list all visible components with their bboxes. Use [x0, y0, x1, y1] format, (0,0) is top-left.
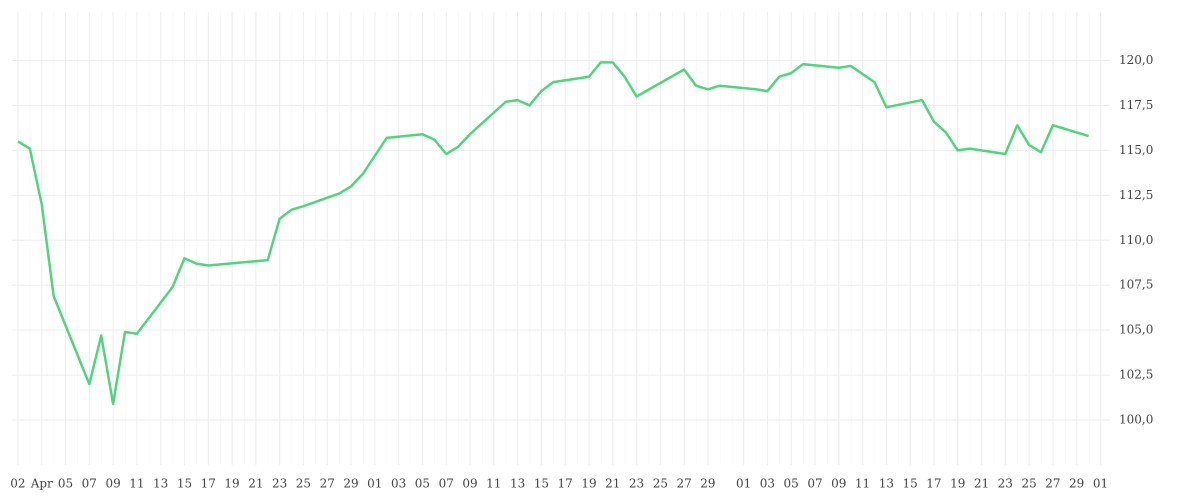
y-tick-label: 100,0: [1119, 413, 1153, 427]
x-tick-label: 21: [605, 477, 620, 491]
x-tick-label: 29: [343, 477, 358, 491]
y-tick-label: 107,5: [1119, 278, 1153, 292]
x-tick-label: 05: [784, 477, 799, 491]
x-tick-label: 11: [486, 477, 501, 491]
x-tick-label: 02: [10, 477, 25, 491]
x-tick-label: 21: [248, 477, 263, 491]
x-tick-label: 21: [974, 477, 989, 491]
y-tick-label: 120,0: [1119, 53, 1153, 67]
x-tick-label: 05: [58, 477, 73, 491]
x-tick-label: 19: [950, 477, 965, 491]
price-line: [17, 61, 1089, 406]
x-tick-label: 07: [807, 477, 822, 491]
x-tick-label: 17: [558, 477, 573, 491]
x-tick-label: 09: [831, 477, 846, 491]
x-tick-label: 25: [1021, 477, 1036, 491]
x-tick-label: 27: [320, 477, 335, 491]
x-tick-label: Apr: [30, 477, 53, 491]
x-tick-label: 13: [510, 477, 525, 491]
x-tick-label: 25: [296, 477, 311, 491]
x-tick-label: 11: [855, 477, 870, 491]
x-tick-label: 19: [224, 477, 239, 491]
y-tick-label: 117,5: [1119, 98, 1153, 112]
x-tick-label: 09: [105, 477, 120, 491]
x-tick-label: 05: [415, 477, 430, 491]
y-tick-label: 102,5: [1119, 368, 1153, 382]
x-tick-label: 03: [760, 477, 775, 491]
x-tick-label: 09: [462, 477, 477, 491]
y-tick-label: 112,5: [1119, 188, 1153, 202]
x-tick-label: 17: [201, 477, 216, 491]
x-tick-label: 01: [736, 477, 751, 491]
x-tick-label: 07: [439, 477, 454, 491]
x-tick-label: 01: [367, 477, 382, 491]
x-tick-label: 23: [998, 477, 1013, 491]
x-tick-label: 13: [153, 477, 168, 491]
x-tick-label: 15: [534, 477, 549, 491]
x-tick-label: 01: [1093, 477, 1108, 491]
x-tick-label: 03: [391, 477, 406, 491]
x-tick-label: 27: [676, 477, 691, 491]
x-tick-label: 17: [926, 477, 941, 491]
y-tick-label: 105,0: [1119, 323, 1153, 337]
x-tick-label: 29: [1069, 477, 1084, 491]
x-tick-label: 27: [1045, 477, 1060, 491]
x-tick-label: 13: [879, 477, 894, 491]
x-tick-label: 15: [177, 477, 192, 491]
x-tick-label: 23: [629, 477, 644, 491]
y-tick-label: 115,0: [1119, 143, 1153, 157]
x-tick-label: 19: [581, 477, 596, 491]
x-tick-label: 25: [653, 477, 668, 491]
x-tick-label: 07: [82, 477, 97, 491]
y-tick-label: 110,0: [1119, 233, 1153, 247]
x-tick-label: 29: [700, 477, 715, 491]
x-tick-label: 15: [903, 477, 918, 491]
minor-grid: [12, 12, 1110, 465]
x-tick-label: 23: [272, 477, 287, 491]
x-tick-label: 11: [129, 477, 144, 491]
